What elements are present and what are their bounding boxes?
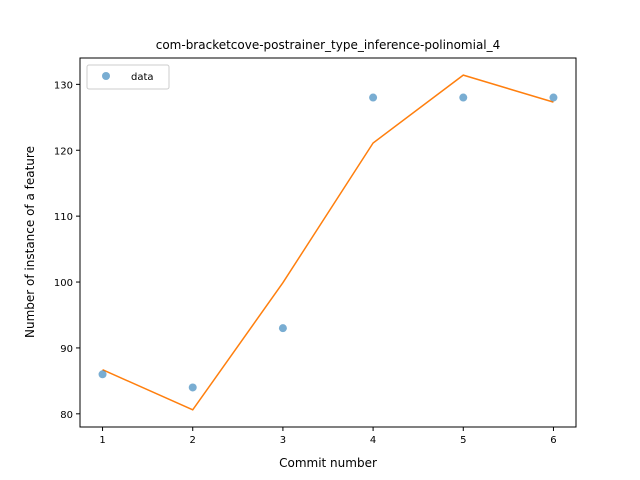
data-point [98,370,107,379]
data-point [188,383,197,392]
y-tick-label: 100 [54,278,73,289]
legend-marker-data [102,72,110,80]
y-tick-label: 80 [60,410,73,421]
x-tick-label: 5 [460,435,466,446]
x-tick-label: 4 [370,435,376,446]
plot-frame [79,57,577,428]
data-point [369,93,378,102]
y-tick-label: 120 [54,146,73,157]
x-tick-label: 2 [190,435,196,446]
y-axis-ticks: 80 90 100 110 120 130 [54,80,80,421]
data-point [459,93,468,102]
y-axis-label: Number of instance of a feature [23,146,37,338]
x-axis-label: Commit number [279,456,377,470]
legend-label-data: data [131,72,154,83]
data-point [278,324,287,333]
data-points-layer [98,93,558,392]
x-tick-label: 3 [280,435,286,446]
fit-line [102,74,554,411]
y-tick-label: 90 [60,344,73,355]
y-tick-label: 110 [54,212,73,223]
legend-box [86,64,170,90]
plot-area [80,58,576,427]
y-tick-label: 130 [54,80,73,91]
legend: data [86,64,170,90]
x-axis-ticks: 1 2 3 4 5 6 [99,427,557,446]
data-point [549,93,558,102]
x-tick-label: 1 [99,435,105,446]
fit-line-layer [102,74,554,411]
x-tick-label: 6 [550,435,556,446]
chart-title: com-bracketcove-postrainer_type_inferenc… [156,38,501,52]
